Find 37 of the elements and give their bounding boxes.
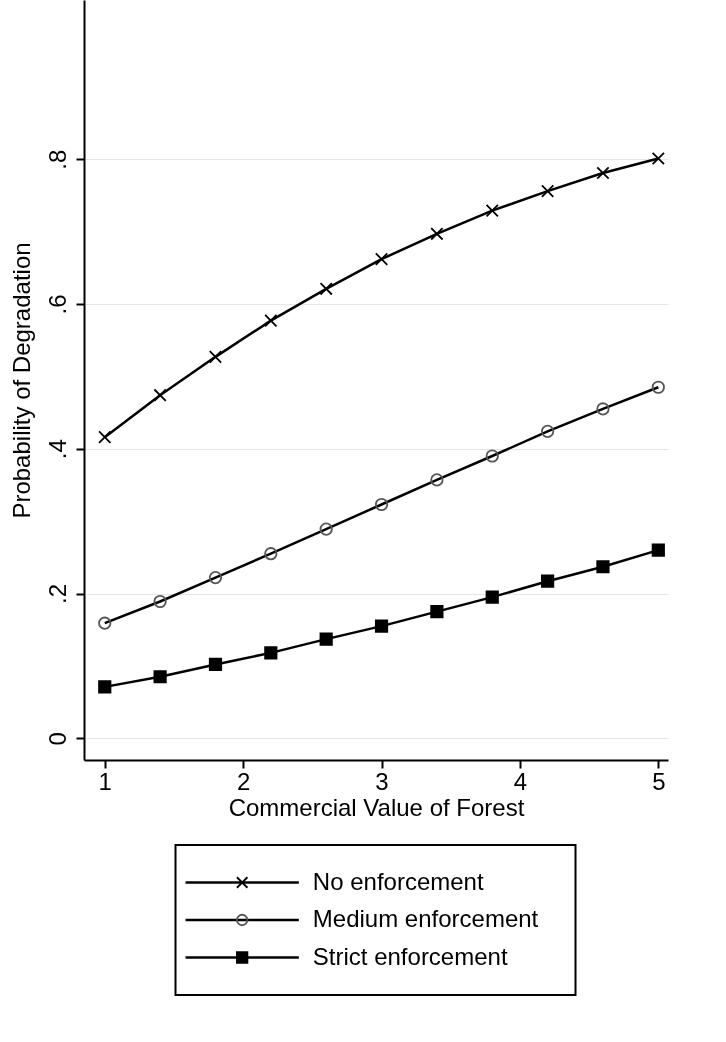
point bbox=[374, 619, 389, 633]
point bbox=[153, 670, 167, 684]
point bbox=[485, 590, 499, 604]
point bbox=[208, 350, 223, 364]
y-tick-label: 0 bbox=[43, 732, 71, 746]
point bbox=[541, 574, 555, 588]
y-tick-label: .2 bbox=[43, 584, 71, 605]
point bbox=[153, 388, 167, 402]
legend-label: No enforcement bbox=[312, 867, 484, 895]
y-tick-label: .6 bbox=[43, 294, 71, 315]
point bbox=[264, 646, 278, 660]
point bbox=[208, 657, 223, 672]
point bbox=[651, 151, 665, 166]
point bbox=[98, 430, 112, 444]
point bbox=[319, 632, 333, 646]
point bbox=[596, 560, 610, 574]
y-tick-label: .8 bbox=[43, 149, 71, 170]
point bbox=[264, 314, 278, 328]
x-tick-label: 2 bbox=[236, 767, 251, 795]
point bbox=[541, 184, 555, 198]
x-tick-label: 3 bbox=[375, 767, 389, 795]
point bbox=[596, 166, 610, 180]
legend-label: Strict enforcement bbox=[312, 942, 508, 970]
x-tick-label: 5 bbox=[652, 767, 666, 795]
point bbox=[319, 282, 333, 296]
point bbox=[485, 204, 499, 218]
point bbox=[430, 605, 444, 619]
point bbox=[374, 252, 389, 266]
x-tick-label: 1 bbox=[98, 767, 112, 795]
x-tick-label: 4 bbox=[513, 767, 528, 795]
y-axis-title: Probability of Degradation bbox=[7, 242, 35, 519]
point bbox=[651, 543, 665, 557]
point bbox=[430, 227, 444, 241]
y-tick-label: .4 bbox=[43, 439, 71, 460]
x-axis-title: Commercial Value of Forest bbox=[228, 793, 525, 821]
legend-label: Medium enforcement bbox=[312, 905, 539, 932]
point bbox=[98, 680, 112, 694]
